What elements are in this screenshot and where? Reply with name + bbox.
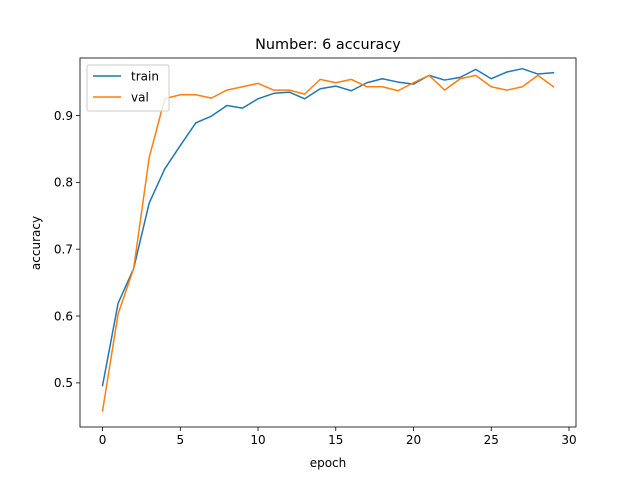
x-tick-label: 0 xyxy=(99,433,107,447)
x-tick-label: 10 xyxy=(250,433,265,447)
y-tick-label: 0.8 xyxy=(54,176,73,190)
legend: train val xyxy=(86,64,170,112)
legend-label-val: val xyxy=(131,90,149,104)
axes-frame xyxy=(79,57,577,428)
series-line-val xyxy=(101,74,555,412)
y-tick-label: 0.9 xyxy=(54,109,73,123)
plot-area: 0 5 10 15 20 25 30 0.5 0.6 0.7 0.8 0.9 xyxy=(54,57,577,447)
y-tick-label: 0.5 xyxy=(54,376,73,390)
y-tick-label: 0.7 xyxy=(54,242,73,256)
x-tick-label: 25 xyxy=(484,433,499,447)
y-axis-label: accuracy xyxy=(29,216,43,270)
x-tick-label: 20 xyxy=(406,433,421,447)
x-tick-label: 30 xyxy=(561,433,576,447)
chart-title: Number: 6 accuracy xyxy=(255,37,401,53)
y-tick-label: 0.6 xyxy=(54,309,73,323)
x-tick-label: 15 xyxy=(328,433,343,447)
x-axis-label: epoch xyxy=(310,456,347,470)
x-tick-label: 5 xyxy=(176,433,184,447)
series-line-train xyxy=(101,67,555,387)
legend-label-train: train xyxy=(131,69,159,83)
